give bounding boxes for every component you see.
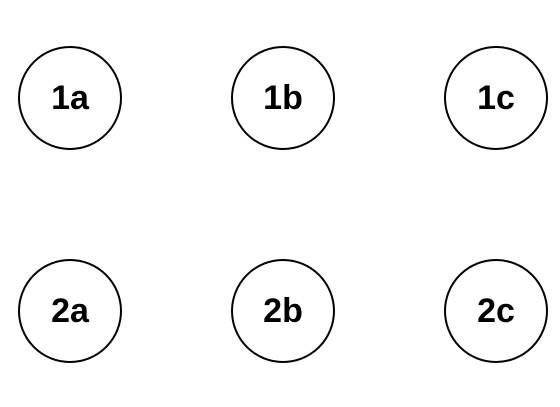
node-1a-label: 1a (51, 79, 89, 117)
node-2c: 2c (444, 259, 548, 363)
node-1c: 1c (444, 46, 548, 150)
node-2a-label: 2a (51, 292, 89, 330)
node-2b-label: 2b (263, 292, 303, 330)
node-2a: 2a (18, 259, 122, 363)
node-2c-label: 2c (477, 292, 515, 330)
node-1b: 1b (231, 46, 335, 150)
node-2b: 2b (231, 259, 335, 363)
node-1a: 1a (18, 46, 122, 150)
node-1b-label: 1b (263, 79, 303, 117)
node-1c-label: 1c (477, 79, 515, 117)
